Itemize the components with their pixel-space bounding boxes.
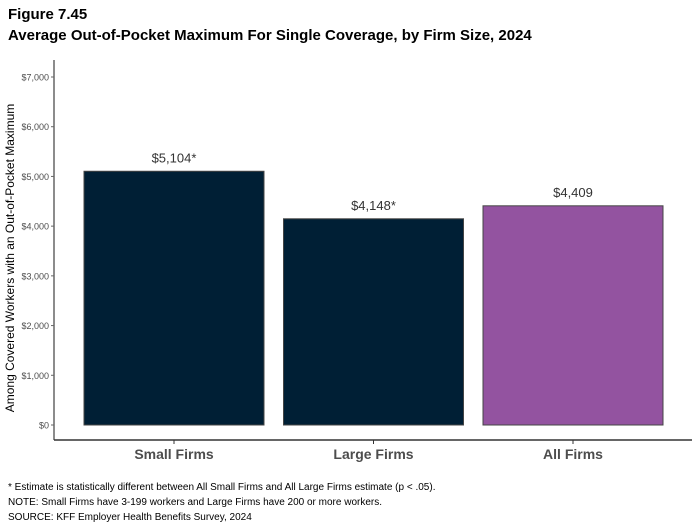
footnote-note: NOTE: Small Firms have 3-199 workers and…: [8, 497, 383, 508]
y-tick-label: $2,000: [21, 321, 49, 331]
y-tick-label: $5,000: [21, 172, 49, 182]
bar-small-firms: [83, 170, 265, 426]
y-tick-label: $4,000: [21, 222, 49, 232]
bar-all-firms: [482, 205, 664, 426]
data-label: $5,104*: [152, 150, 197, 165]
x-tick-label: All Firms: [543, 446, 603, 462]
bar-large-firms: [283, 218, 464, 426]
figure-label: Figure 7.45: [8, 6, 88, 23]
y-tick-label: $3,000: [21, 271, 49, 281]
footnote-significance: * Estimate is statistically different be…: [8, 482, 436, 493]
y-tick-label: $7,000: [21, 73, 49, 83]
chart-title: Average Out-of-Pocket Maximum For Single…: [8, 27, 532, 44]
x-tick-label: Small Firms: [134, 446, 214, 462]
y-tick-label: $0: [39, 421, 49, 431]
data-label: $4,409: [553, 185, 593, 200]
y-tick-label: $6,000: [21, 122, 49, 132]
y-tick-label: $1,000: [21, 371, 49, 381]
data-label: $4,148*: [351, 198, 396, 213]
x-tick-label: Large Firms: [333, 446, 413, 462]
footnote-source: SOURCE: KFF Employer Health Benefits Sur…: [8, 512, 252, 523]
y-axis-label: Among Covered Workers with an Out-of-Poc…: [3, 104, 17, 413]
